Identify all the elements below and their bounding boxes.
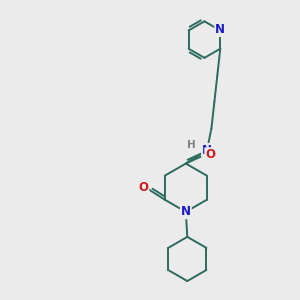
Text: H: H [187,140,196,150]
Text: N: N [215,23,225,36]
Text: N: N [181,205,191,218]
Text: O: O [205,148,215,161]
Text: O: O [138,182,148,194]
Text: N: N [202,144,212,157]
